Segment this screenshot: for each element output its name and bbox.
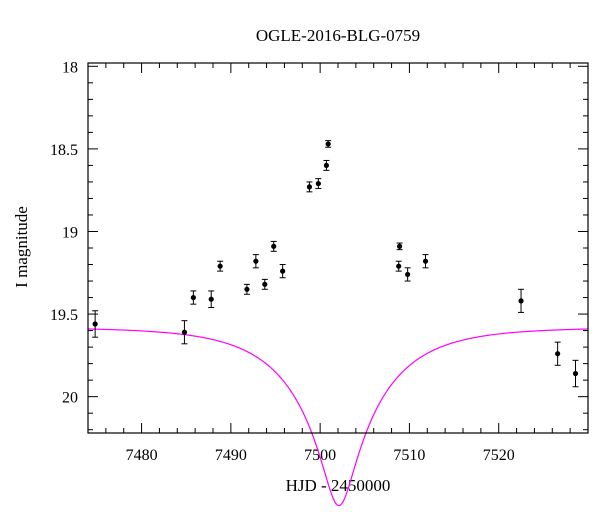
y-tick-labels: 18 18.5 19 19.5 20 xyxy=(50,59,78,406)
data-point xyxy=(92,321,98,327)
data-point xyxy=(253,258,259,264)
x-tick-label: 7490 xyxy=(215,447,247,464)
y-tick-label: 19.5 xyxy=(50,307,78,324)
data-point xyxy=(262,281,268,287)
data-point xyxy=(323,162,329,169)
data-point xyxy=(325,141,331,147)
data-point xyxy=(422,258,429,264)
x-tick-label: 7520 xyxy=(483,447,515,464)
y-axis-label: I magnitude xyxy=(12,206,31,288)
axis-ticks xyxy=(87,63,589,433)
y-tick-label: 18.5 xyxy=(50,142,78,159)
data-point xyxy=(306,184,313,190)
data-point xyxy=(181,329,188,335)
model-curve xyxy=(87,328,589,507)
data-point xyxy=(518,298,524,304)
x-axis-label: HJD - 2450000 xyxy=(286,476,391,495)
data-point xyxy=(555,351,561,357)
data-point xyxy=(271,243,277,249)
data-point xyxy=(280,268,286,274)
y-tick-label: 18 xyxy=(62,59,78,76)
x-tick-label: 7480 xyxy=(126,447,158,464)
data-point xyxy=(397,243,403,249)
data-point xyxy=(208,296,214,302)
data-point xyxy=(405,271,411,278)
x-tick-label: 7510 xyxy=(393,447,425,464)
data-point xyxy=(190,294,196,301)
data-point xyxy=(315,180,321,187)
data-point xyxy=(396,263,402,269)
y-tick-label: 19 xyxy=(62,224,78,241)
data-points xyxy=(92,140,579,388)
data-point xyxy=(217,263,223,269)
plot-frame xyxy=(87,62,589,434)
data-point xyxy=(244,286,250,292)
x-tick-labels: 7480 7490 7500 7510 7520 xyxy=(126,447,515,464)
data-point xyxy=(572,370,579,377)
y-tick-label: 20 xyxy=(62,390,78,407)
chart-title: OGLE-2016-BLG-0759 xyxy=(256,26,420,45)
